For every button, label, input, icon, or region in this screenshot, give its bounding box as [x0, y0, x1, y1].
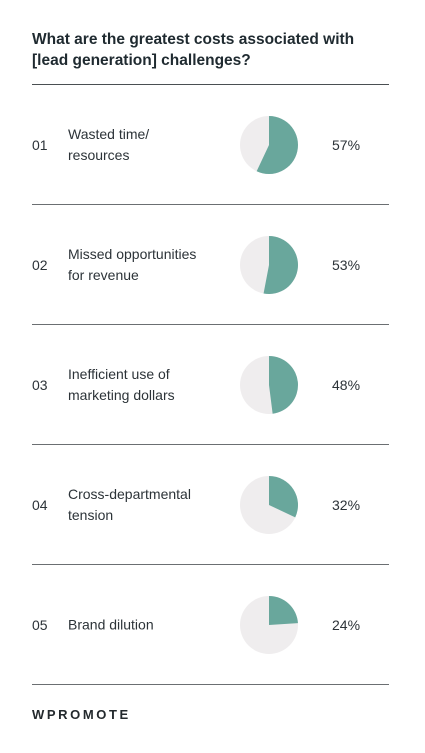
chart-row-4: 04 Cross-departmental tension 32% [32, 445, 389, 565]
pie-chart [240, 235, 298, 294]
row-number: 05 [32, 616, 48, 633]
row-label: Cross-departmental tension [68, 485, 191, 523]
pie-slice [269, 595, 298, 625]
chart-row-3: 03 Inefficient use of marketing dollars … [32, 325, 389, 445]
row-number: 03 [32, 376, 48, 393]
chart-title: What are the greatest costs associated w… [32, 31, 355, 69]
value-label: 24% [332, 616, 361, 633]
row-label: Missed opportunities for revenue [68, 245, 197, 283]
pie-slice [256, 115, 298, 174]
row-label: Brand dilution [68, 616, 154, 632]
value-label: 53% [332, 256, 361, 273]
pie-chart [240, 355, 298, 414]
row-number: 02 [32, 256, 48, 273]
pie-slice [269, 355, 298, 414]
value-label: 57% [332, 136, 361, 153]
pie-chart [240, 475, 298, 534]
chart-rows: 01 Wasted time/ resources 57% 02 Missed … [0, 85, 425, 685]
chart-row-5: 05 Brand dilution 24% [32, 565, 389, 685]
row-number: 01 [32, 136, 48, 153]
chart-row-1: 01 Wasted time/ resources 57% [32, 85, 389, 205]
row-label: Inefficient use of marketing dollars [68, 365, 175, 403]
pie-chart [240, 595, 298, 654]
row-number: 04 [32, 496, 48, 513]
pie-slice [269, 475, 298, 517]
title-divider [32, 84, 389, 85]
pie-slice [263, 235, 298, 294]
pie-chart [240, 115, 298, 174]
row-label: Wasted time/ resources [68, 125, 150, 163]
chart-row-2: 02 Missed opportunities for revenue 53% [32, 205, 389, 325]
value-label: 32% [332, 496, 361, 513]
brand-logo: WPROMOTE [32, 707, 131, 722]
value-label: 48% [332, 376, 361, 393]
